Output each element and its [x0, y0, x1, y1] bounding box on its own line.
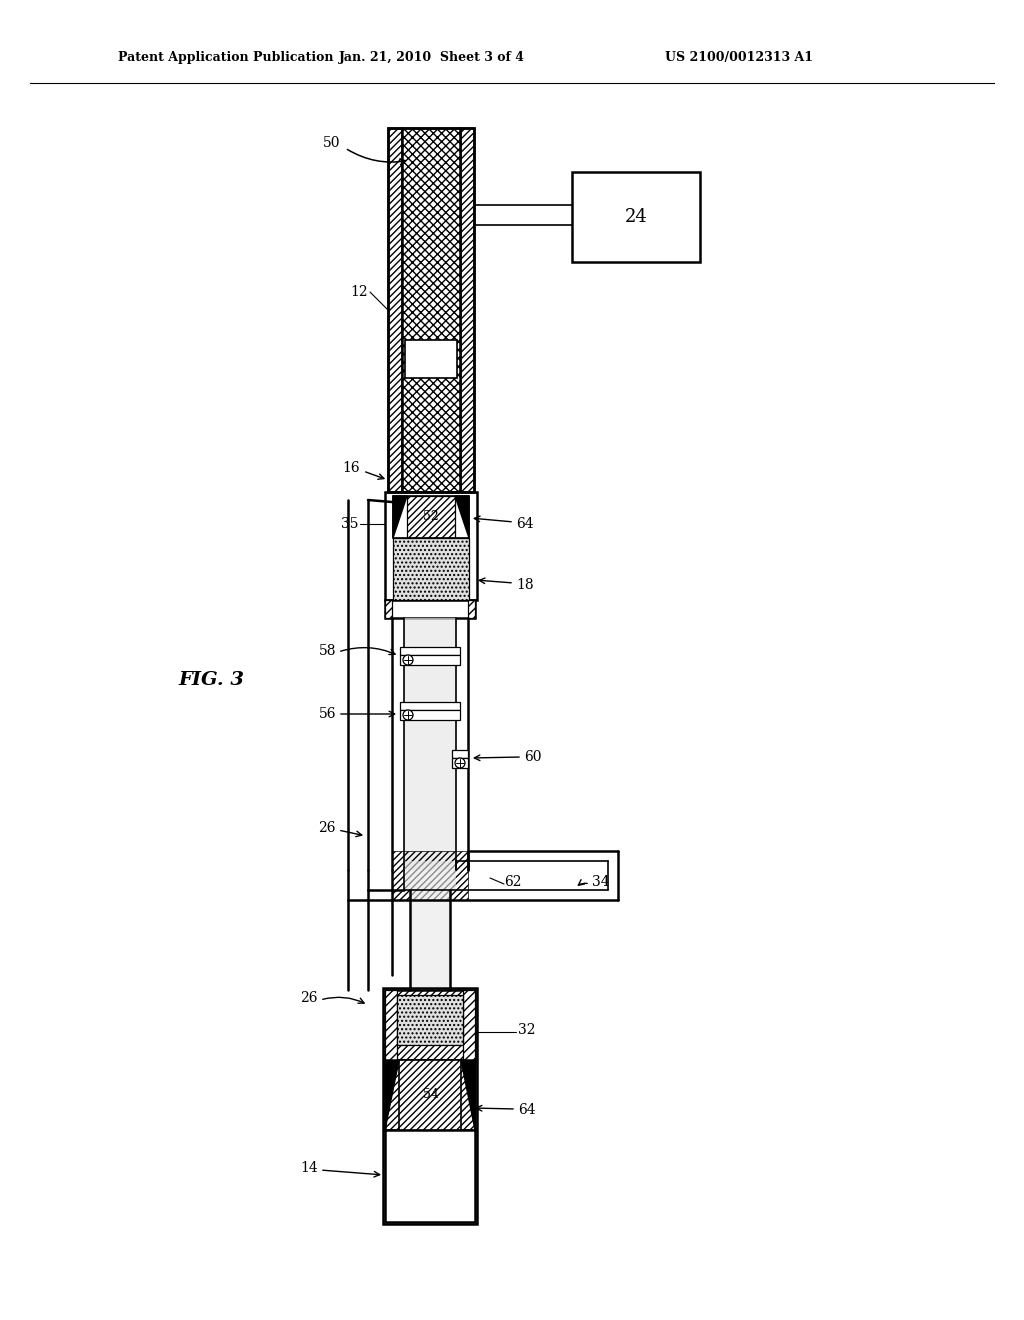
- Text: 32: 32: [518, 1023, 536, 1038]
- Text: FIG. 3: FIG. 3: [178, 671, 244, 689]
- Text: 22: 22: [422, 352, 439, 366]
- Text: 14: 14: [300, 1162, 318, 1175]
- Circle shape: [455, 758, 465, 768]
- Circle shape: [403, 710, 413, 719]
- Text: 12: 12: [350, 285, 368, 300]
- Text: 26: 26: [318, 821, 336, 836]
- Text: 24: 24: [625, 209, 647, 226]
- Bar: [463, 990, 475, 1060]
- Bar: [400, 702, 460, 710]
- Text: 18: 18: [516, 578, 534, 591]
- Bar: [407, 496, 455, 539]
- Bar: [402, 128, 460, 492]
- Polygon shape: [393, 496, 407, 539]
- Text: Patent Application Publication: Patent Application Publication: [118, 50, 334, 63]
- Bar: [404, 861, 456, 890]
- Bar: [385, 990, 397, 1060]
- Bar: [468, 601, 475, 618]
- Circle shape: [403, 655, 413, 665]
- Bar: [385, 1060, 475, 1130]
- Bar: [406, 341, 457, 378]
- Text: Jan. 21, 2010  Sheet 3 of 4: Jan. 21, 2010 Sheet 3 of 4: [339, 50, 525, 63]
- Text: 54: 54: [423, 1089, 439, 1101]
- Text: 34: 34: [592, 875, 609, 888]
- Bar: [404, 618, 456, 870]
- Text: 60: 60: [524, 750, 542, 764]
- Bar: [572, 172, 700, 261]
- Text: 52: 52: [423, 511, 439, 524]
- Bar: [399, 1060, 461, 1130]
- Bar: [385, 492, 477, 601]
- Bar: [392, 851, 468, 900]
- Bar: [452, 758, 468, 768]
- Text: US 2100/0012313 A1: US 2100/0012313 A1: [665, 50, 813, 63]
- Text: 16: 16: [342, 461, 360, 475]
- Bar: [460, 128, 474, 492]
- Bar: [400, 710, 460, 719]
- Text: 64: 64: [518, 1104, 536, 1117]
- Bar: [393, 539, 469, 601]
- Bar: [388, 128, 402, 492]
- Bar: [400, 655, 460, 665]
- Polygon shape: [461, 1060, 475, 1130]
- Text: 56: 56: [318, 708, 336, 721]
- Bar: [385, 990, 475, 1060]
- Bar: [400, 647, 460, 655]
- Bar: [388, 128, 474, 492]
- Text: 64: 64: [516, 517, 534, 531]
- Bar: [385, 601, 392, 618]
- Text: 35: 35: [341, 517, 358, 531]
- Text: 26: 26: [300, 991, 318, 1005]
- Bar: [385, 1130, 475, 1222]
- Bar: [410, 890, 450, 990]
- Bar: [383, 987, 477, 1224]
- Bar: [452, 750, 468, 758]
- Bar: [397, 995, 463, 1045]
- Text: 62: 62: [504, 875, 521, 888]
- Polygon shape: [455, 496, 469, 539]
- Bar: [393, 496, 469, 539]
- Text: 50: 50: [323, 136, 340, 150]
- Polygon shape: [385, 1060, 399, 1130]
- Text: 58: 58: [318, 644, 336, 657]
- Bar: [385, 601, 475, 618]
